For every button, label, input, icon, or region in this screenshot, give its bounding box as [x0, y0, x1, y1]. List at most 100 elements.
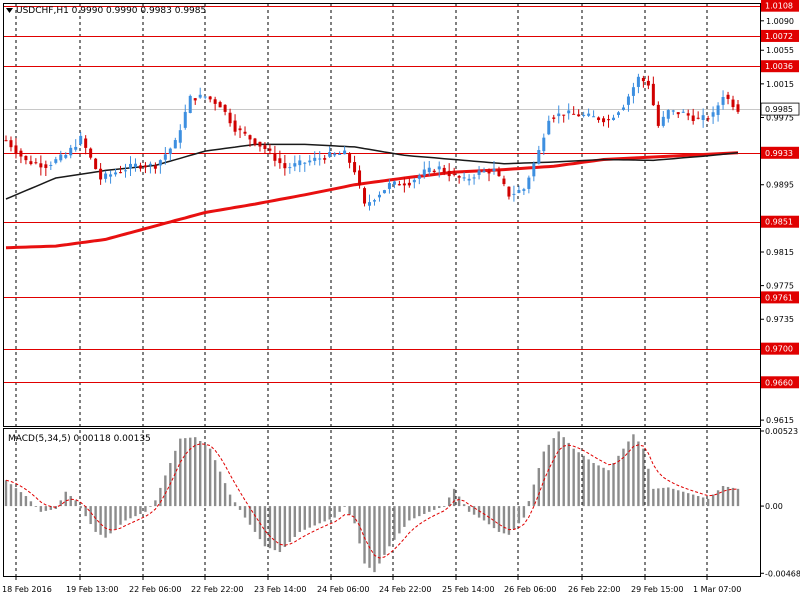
macd-bar: [617, 455, 620, 507]
candle: [338, 151, 342, 156]
candle: [646, 75, 650, 90]
candle: [153, 162, 157, 174]
macd-bar: [238, 506, 242, 510]
macd-bar: [647, 468, 650, 507]
candle: [582, 111, 586, 118]
candle: [651, 76, 655, 107]
macd-bar: [308, 506, 311, 528]
price-tick-label: 1.0015: [766, 80, 794, 89]
macd-bar: [109, 506, 112, 534]
macd-bar: [233, 502, 237, 507]
macd-bar: [467, 506, 471, 512]
macd-tick-label: 0.00523: [765, 427, 798, 436]
candle: [477, 166, 481, 180]
macd-bar: [243, 506, 247, 518]
price-tick-label: 1.0090: [766, 17, 794, 26]
macd-bar: [627, 441, 630, 507]
macd-bar: [428, 506, 431, 512]
candle: [213, 96, 217, 111]
macd-signal-line: [5, 443, 739, 559]
macd-bar: [607, 470, 610, 507]
macd-bar: [194, 437, 197, 507]
macd-bar: [19, 492, 23, 507]
time-label: 24 Feb 22:00: [379, 585, 431, 594]
macd-bar: [696, 496, 700, 507]
macd-bar: [622, 448, 625, 507]
price-tick-label: 0.9815: [766, 248, 794, 257]
candle: [198, 87, 202, 99]
candle: [74, 139, 78, 152]
macd-bar: [263, 506, 267, 547]
candle: [532, 161, 536, 182]
macd-bar: [179, 438, 182, 507]
macd-bar: [253, 506, 257, 532]
candle: [517, 185, 521, 194]
candle: [288, 162, 292, 174]
macd-bar: [139, 506, 142, 514]
macd-bar: [199, 441, 202, 507]
macd-bar: [164, 475, 167, 507]
macd-bar: [9, 484, 13, 507]
candle: [29, 155, 33, 166]
time-label: 24 Feb 06:00: [317, 585, 369, 594]
candle: [457, 174, 461, 184]
candle: [89, 147, 93, 160]
candle: [318, 151, 322, 166]
price-panel-border: [3, 3, 761, 427]
macd-bar: [433, 506, 436, 510]
candle: [706, 115, 710, 122]
macd-tick-label: -0.00468: [765, 569, 800, 578]
macd-bar: [208, 448, 212, 507]
candle: [462, 172, 466, 182]
macd-bar: [84, 506, 87, 517]
time-label: 22 Feb 22:00: [191, 585, 243, 594]
candle: [607, 114, 611, 128]
macd-bar: [29, 501, 33, 507]
price-tick-label: 0.9615: [766, 416, 794, 425]
candle: [353, 155, 357, 175]
candle: [641, 75, 645, 88]
candle: [363, 186, 367, 207]
candle: [621, 104, 625, 111]
macd-bar: [89, 506, 92, 525]
candle: [168, 147, 172, 161]
macd-bar: [497, 506, 501, 532]
candle: [676, 112, 680, 118]
macd-bar: [512, 506, 516, 530]
macd-bar: [642, 448, 645, 507]
candle: [263, 142, 267, 154]
candle: [233, 114, 237, 136]
candle: [218, 100, 222, 108]
price-axis: 1.0090 1.0055 1.0015 0.9975 0.9895 0.9815 0.97…: [760, 17, 794, 425]
candle: [572, 106, 576, 115]
candle: [208, 95, 212, 103]
macd-bar: [248, 506, 252, 525]
macd-bar: [353, 506, 356, 524]
candle: [681, 109, 685, 113]
candle: [726, 91, 730, 105]
time-label: 19 Feb 13:00: [66, 585, 118, 594]
macd-bar: [487, 506, 491, 525]
macd-bar: [687, 493, 690, 507]
level-tag: [761, 146, 799, 159]
candle: [626, 93, 630, 112]
triangle-down-icon[interactable]: [6, 8, 13, 13]
macd-bar: [218, 471, 222, 507]
candle: [602, 116, 606, 127]
macd-bar: [731, 487, 735, 507]
macd-bar: [268, 506, 272, 549]
candle: [138, 162, 142, 172]
price-tick-label: 0.9775: [766, 282, 794, 291]
time-axis: 18 Feb 2016 19 Feb 13:00 22 Feb 06:00 22 Fe…: [2, 576, 741, 594]
macd-bar: [691, 494, 695, 507]
candle: [492, 160, 496, 175]
candle: [283, 154, 287, 176]
macd-axis: 0.00523 0.00 -0.00468: [760, 427, 800, 578]
macd-bar: [632, 434, 635, 507]
macd-bar: [552, 438, 555, 507]
macd-bar: [522, 506, 526, 518]
candle: [84, 135, 88, 155]
macd-bar: [677, 490, 680, 507]
candle: [417, 173, 421, 185]
